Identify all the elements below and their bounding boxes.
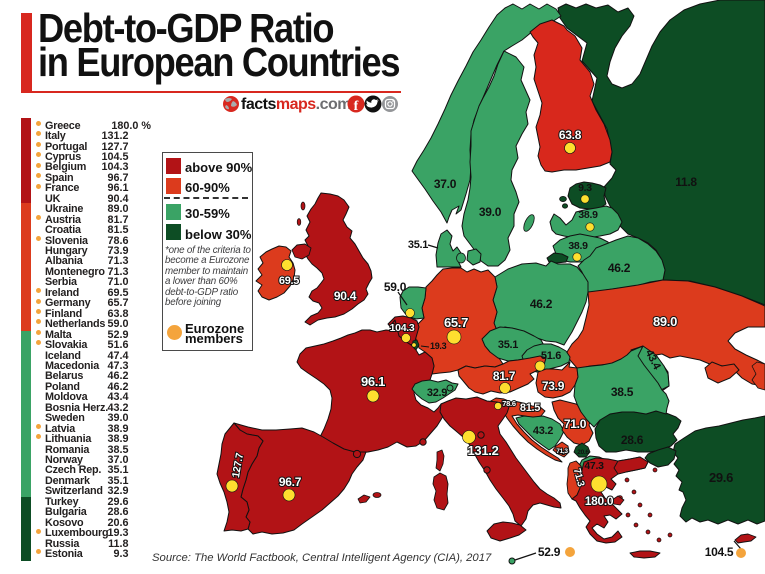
- svg-text:32.9: 32.9: [427, 387, 447, 399]
- svg-text:81.7: 81.7: [493, 369, 516, 383]
- svg-text:46.2: 46.2: [530, 297, 553, 311]
- svg-text:96.7: 96.7: [279, 475, 302, 489]
- svg-text:104.5: 104.5: [705, 545, 734, 559]
- svg-text:38.9: 38.9: [568, 240, 588, 252]
- svg-text:65.7: 65.7: [444, 315, 468, 330]
- svg-text:63.8: 63.8: [559, 128, 582, 142]
- svg-text:127.7: 127.7: [230, 452, 246, 479]
- svg-text:180.0: 180.0: [585, 494, 614, 508]
- svg-text:9.3: 9.3: [578, 182, 592, 194]
- svg-text:38.9: 38.9: [578, 209, 598, 221]
- svg-text:38.5: 38.5: [611, 385, 634, 399]
- svg-text:131.2: 131.2: [467, 443, 498, 458]
- svg-text:factsmaps.com: factsmaps.com: [241, 96, 351, 113]
- svg-text:81.5: 81.5: [520, 402, 540, 414]
- svg-text:37.0: 37.0: [434, 177, 457, 191]
- svg-text:69.5: 69.5: [279, 275, 299, 287]
- svg-text:78.6: 78.6: [502, 399, 516, 408]
- svg-text:39.0: 39.0: [479, 205, 502, 219]
- svg-text:104.3: 104.3: [390, 322, 415, 334]
- svg-text:35.1: 35.1: [408, 239, 428, 251]
- svg-text:89.0: 89.0: [653, 314, 677, 329]
- svg-text:43.2: 43.2: [533, 425, 553, 437]
- svg-text:35.1: 35.1: [498, 339, 518, 351]
- svg-text:29.6: 29.6: [709, 470, 733, 485]
- svg-text:90.4: 90.4: [334, 289, 357, 303]
- svg-text:71,3: 71,3: [556, 448, 568, 455]
- svg-text:11.8: 11.8: [675, 175, 697, 189]
- svg-text:52.9: 52.9: [538, 545, 561, 559]
- svg-text:20.6: 20.6: [577, 449, 589, 456]
- svg-text:19.3: 19.3: [430, 341, 447, 351]
- svg-text:71.0: 71.0: [564, 417, 587, 431]
- svg-text:47.3: 47.3: [584, 460, 604, 472]
- svg-text:59.0: 59.0: [384, 280, 407, 294]
- svg-text:46.2: 46.2: [608, 261, 631, 275]
- svg-text:96.1: 96.1: [361, 374, 385, 389]
- svg-text:f: f: [354, 99, 359, 114]
- svg-text:28.6: 28.6: [621, 433, 644, 447]
- svg-text:73.9: 73.9: [542, 379, 565, 393]
- svg-text:51.6: 51.6: [541, 350, 561, 362]
